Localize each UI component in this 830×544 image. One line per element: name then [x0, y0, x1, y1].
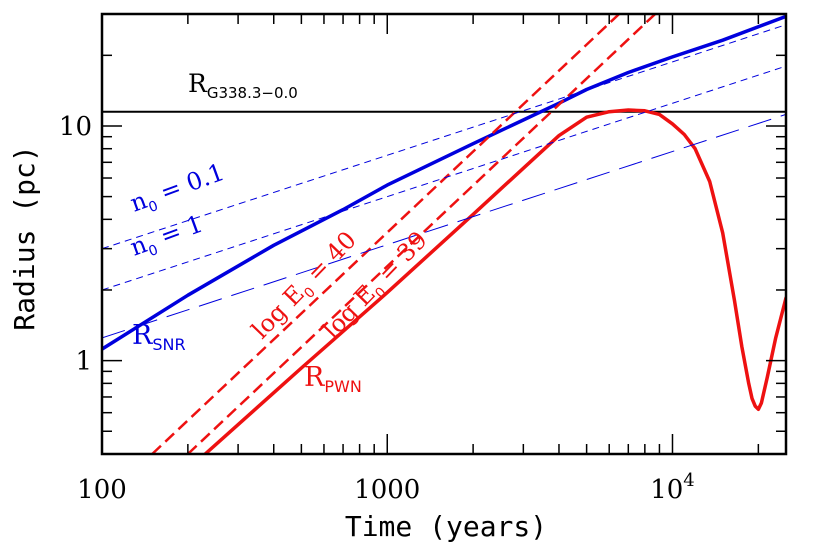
- y-tick-label: 1: [75, 347, 92, 377]
- annotation-r-snr: RSNR: [132, 320, 186, 354]
- annotation-n0-01: n0 = 0.1: [126, 158, 229, 222]
- reference-line-label: RG338.3−0.0: [188, 69, 298, 102]
- annotation-n0-1: n0 = 1: [126, 210, 207, 266]
- series-layer: [102, 14, 786, 454]
- series-line-1: [203, 108, 786, 454]
- series-line-4: [102, 24, 786, 250]
- axis-ticks: [101, 13, 786, 455]
- series-line-0: [102, 14, 786, 351]
- axis-labels: 100 1000 104 1 10 Time (years) Radius (pc): [8, 112, 695, 543]
- annotation-r-pwn: RPWN: [304, 362, 362, 396]
- x-tick-label: 104: [650, 470, 695, 505]
- series-line-3: [187, 14, 657, 454]
- y-axis-title: Radius (pc): [8, 145, 41, 330]
- x-tick-label: 100: [77, 475, 127, 505]
- x-axis-title: Time (years): [345, 510, 547, 543]
- series-line-2: [151, 14, 620, 454]
- y-tick-label: 10: [59, 112, 92, 142]
- x-tick-label: 1000: [354, 475, 420, 505]
- plot-frame: [100, 12, 788, 456]
- series-line-6: [102, 113, 786, 339]
